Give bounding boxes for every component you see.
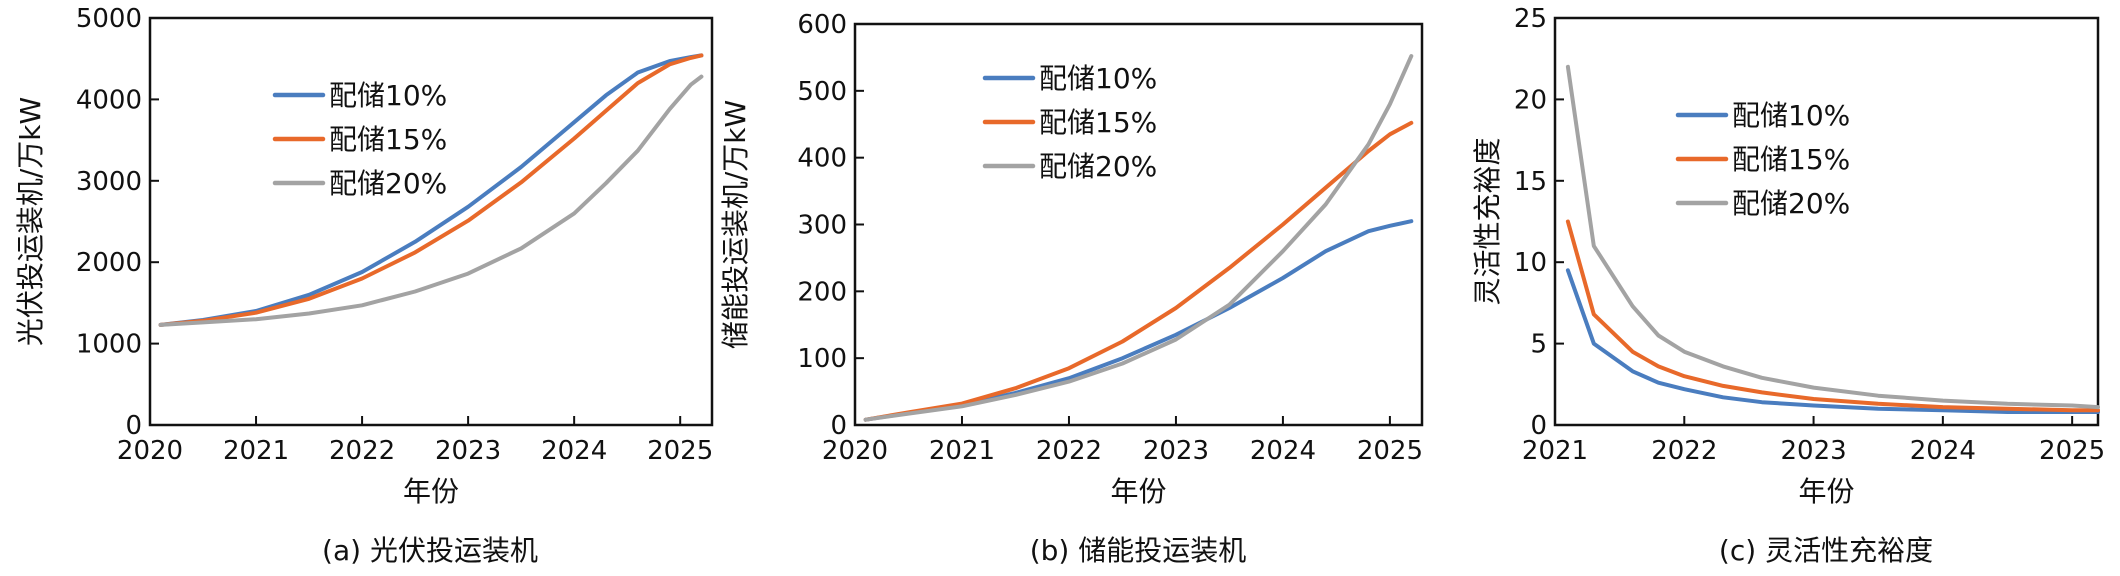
y-tick-label: 0 xyxy=(125,411,142,441)
legend-label: 配储15% xyxy=(1039,106,1157,139)
y-tick-label: 10 xyxy=(1514,248,1547,278)
x-tick-label: 2024 xyxy=(1250,436,1316,466)
y-tick-label: 5000 xyxy=(76,4,142,34)
y-tick-label: 0 xyxy=(1530,411,1547,441)
x-axis-label: 年份 xyxy=(1110,475,1166,508)
x-tick-label: 2021 xyxy=(1522,436,1588,466)
panel-caption: (c) 灵活性充裕度 xyxy=(1719,534,1933,567)
series-line-1 xyxy=(1565,268,2100,414)
legend-label: 配储20% xyxy=(329,167,447,200)
y-axis-label: 灵活性充裕度 xyxy=(1471,137,1504,305)
y-tick-label: 25 xyxy=(1514,4,1547,34)
legend-label: 配储10% xyxy=(329,79,447,112)
plot-frame xyxy=(1553,16,2100,427)
y-tick-label: 4000 xyxy=(76,85,142,115)
series-line-3 xyxy=(1565,64,2100,410)
x-tick-label: 2021 xyxy=(929,436,995,466)
y-tick-label: 100 xyxy=(797,344,847,374)
x-tick-label: 2025 xyxy=(1357,436,1423,466)
y-tick-label: 5 xyxy=(1530,330,1547,360)
series-line-3 xyxy=(158,74,704,327)
x-tick-label: 2025 xyxy=(647,436,713,466)
x-tick-label: 2024 xyxy=(1910,436,1976,466)
panel-b: 0 100 200 300 400 500 600 2020 2021 2022 2023 2024 2… xyxy=(719,10,1424,567)
y-tick-label: 20 xyxy=(1514,85,1547,115)
y-tick-label: 0 xyxy=(830,411,847,441)
x-tick-label: 2020 xyxy=(822,436,888,466)
y-axis-label: 光伏投运装机/万kW xyxy=(14,97,47,346)
y-tick-label: 600 xyxy=(797,10,847,40)
panel-caption: (b) 储能投运装机 xyxy=(1030,534,1247,567)
x-tick-label: 2022 xyxy=(1036,436,1102,466)
legend-label: 配储10% xyxy=(1039,62,1157,95)
series-line-1 xyxy=(863,219,1414,422)
panel-caption: (a) 光伏投运装机 xyxy=(322,534,538,567)
y-tick-label: 1000 xyxy=(76,330,142,360)
legend-label: 配储20% xyxy=(1732,187,1850,220)
legend-label: 配储15% xyxy=(1732,143,1850,176)
y-tick-label: 3000 xyxy=(76,167,142,197)
y-tick-label: 400 xyxy=(797,144,847,174)
x-tick-label: 2022 xyxy=(329,436,395,466)
panel-a: 0 1000 2000 3000 4000 5000 2020 2021 2022 2023 202… xyxy=(14,4,713,567)
y-tick-label: 15 xyxy=(1514,167,1547,197)
legend-label: 配储10% xyxy=(1732,99,1850,132)
series-line-1 xyxy=(158,53,704,327)
series-line-2 xyxy=(1565,219,2100,413)
legend-label: 配储20% xyxy=(1039,150,1157,183)
series-line-2 xyxy=(863,120,1414,422)
x-tick-label: 2023 xyxy=(1780,436,1846,466)
y-axis-label: 储能投运装机/万kW xyxy=(719,100,752,349)
series-line-3 xyxy=(863,54,1414,422)
x-tick-label: 2025 xyxy=(2039,436,2105,466)
plot-frame xyxy=(148,16,714,427)
series-line-2 xyxy=(158,53,704,327)
y-tick-label: 2000 xyxy=(76,248,142,278)
legend-label: 配储15% xyxy=(329,123,447,156)
x-tick-label: 2021 xyxy=(223,436,289,466)
y-tick-label: 300 xyxy=(797,211,847,241)
y-tick-label: 500 xyxy=(797,77,847,107)
x-tick-label: 2020 xyxy=(117,436,183,466)
x-axis-label: 年份 xyxy=(403,475,459,508)
x-tick-label: 2023 xyxy=(435,436,501,466)
x-tick-label: 2022 xyxy=(1651,436,1717,466)
x-tick-label: 2024 xyxy=(541,436,607,466)
x-axis-label: 年份 xyxy=(1798,475,1854,508)
y-tick-label: 200 xyxy=(797,277,847,307)
x-tick-label: 2023 xyxy=(1143,436,1209,466)
